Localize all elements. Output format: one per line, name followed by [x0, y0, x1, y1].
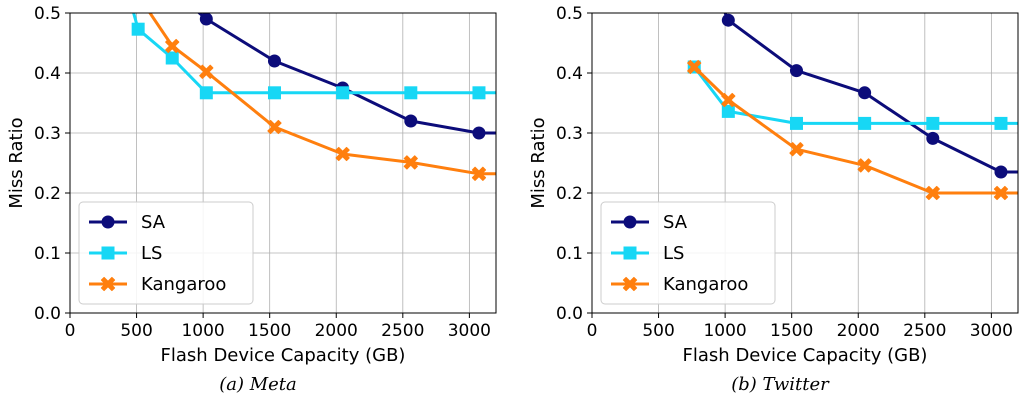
data-point-sa [267, 54, 281, 68]
panel-caption: (b) Twitter [731, 374, 830, 395]
data-point-kangaroo [687, 59, 702, 75]
legend-label-ls: LS [141, 243, 162, 264]
y-axis-label: Miss Ratio [6, 117, 27, 208]
series-line-ls [693, 66, 1018, 125]
legend-marker-kangaroo [100, 276, 116, 292]
data-point-kangaroo [267, 119, 282, 135]
series-line-sa [197, 13, 496, 135]
y-tick-label: 0.2 [34, 184, 61, 204]
data-point-kangaroo [857, 158, 872, 173]
data-point-kangaroo [335, 146, 350, 162]
data-point-kangaroo [721, 92, 736, 108]
legend-marker-ls [623, 246, 637, 260]
y-tick-label: 0.0 [34, 304, 61, 324]
data-point-kangaroo [165, 38, 180, 54]
data-point-kangaroo [403, 155, 418, 170]
data-point-kangaroo [993, 185, 1009, 201]
x-tick-label: 2000 [315, 321, 358, 341]
x-tick-label: 500 [120, 321, 152, 341]
data-point-sa [858, 86, 872, 100]
data-point-ls [721, 104, 735, 118]
series-line-ls [132, 13, 496, 95]
legend-label-kangaroo: Kangaroo [663, 274, 748, 295]
y-tick-label: 0.5 [556, 4, 583, 24]
legend-label-sa: SA [141, 212, 166, 233]
x-tick-label: 1500 [770, 321, 813, 341]
legend-label-sa: SA [663, 212, 688, 233]
data-point-kangaroo [471, 166, 487, 181]
data-point-ls [165, 51, 179, 65]
legend-marker-kangaroo [622, 276, 638, 292]
series-line-sa [723, 13, 1018, 174]
y-tick-label: 0.4 [34, 64, 61, 84]
x-tick-label: 500 [642, 321, 674, 341]
y-tick-label: 0.3 [34, 124, 61, 144]
x-tick-label: 2000 [837, 321, 880, 341]
data-point-kangaroo [199, 64, 214, 79]
series-line-kangaroo [693, 65, 1018, 195]
y-tick-label: 0.5 [34, 4, 61, 24]
panel-caption: (a) Meta [219, 374, 297, 395]
data-point-ls [789, 116, 803, 130]
y-tick-label: 0.1 [556, 244, 583, 264]
x-tick-label: 1000 [703, 321, 746, 341]
legend-box [78, 201, 254, 305]
x-tick-label: 1000 [181, 321, 224, 341]
data-point-kangaroo [925, 185, 940, 201]
plot-area [687, 13, 1018, 201]
y-tick-label: 0.3 [556, 124, 583, 144]
chart-panel-1: 0 500 1000 1500 2000 2500 3000 0.0 0.1 0.2 0.3 0.4 0… [6, 4, 497, 395]
x-tick-label: 3000 [970, 321, 1013, 341]
plot-frame [69, 12, 497, 314]
data-point-ls [926, 116, 940, 130]
data-point-sa [789, 64, 803, 78]
y-axis-label: Miss Ratio [528, 117, 549, 208]
x-tick-label: 2500 [903, 321, 946, 341]
legend: SA LS Kangaroo [78, 201, 254, 305]
data-point-sa [404, 114, 418, 128]
data-point-ls [336, 86, 350, 100]
legend-marker-sa [101, 215, 115, 229]
data-point-sa [721, 13, 735, 27]
data-point-ls [199, 86, 213, 100]
y-tick-label: 0.1 [34, 244, 61, 264]
data-point-ls [131, 22, 145, 36]
legend-label-ls: LS [663, 243, 684, 264]
data-point-sa [472, 126, 486, 140]
data-point-sa [926, 131, 940, 145]
legend-marker-sa [623, 215, 637, 229]
chart-panel-2: 0 500 1000 1500 2000 2500 3000 0.0 0.1 0.2 0.3 0.4 0… [528, 4, 1019, 395]
x-axis-label: Flash Device Capacity (GB) [683, 345, 928, 366]
legend: SA LS Kangaroo [600, 201, 776, 305]
plot-frame [591, 12, 1019, 314]
data-point-ls [994, 116, 1008, 130]
legend-marker-ls [101, 246, 115, 260]
x-tick-label: 3000 [448, 321, 491, 341]
legend-box [600, 201, 776, 305]
x-tick-label: 0 [65, 321, 76, 341]
legend-label-kangaroo: Kangaroo [141, 274, 226, 295]
x-tick-label: 2500 [381, 321, 424, 341]
plot-area [131, 13, 496, 181]
y-tick-label: 0.0 [556, 304, 583, 324]
data-point-ls [267, 86, 281, 100]
data-point-ls [404, 86, 418, 100]
y-tick-label: 0.2 [556, 184, 583, 204]
x-tick-label: 1500 [248, 321, 291, 341]
data-point-kangaroo [789, 142, 804, 157]
data-point-ls [472, 86, 486, 100]
series-line-kangaroo [148, 13, 496, 176]
x-tick-label: 0 [587, 321, 598, 341]
x-axis-label: Flash Device Capacity (GB) [161, 345, 406, 366]
data-point-sa [199, 13, 213, 26]
data-point-ls [858, 116, 872, 130]
y-tick-label: 0.4 [556, 64, 583, 84]
data-point-sa [994, 165, 1008, 179]
